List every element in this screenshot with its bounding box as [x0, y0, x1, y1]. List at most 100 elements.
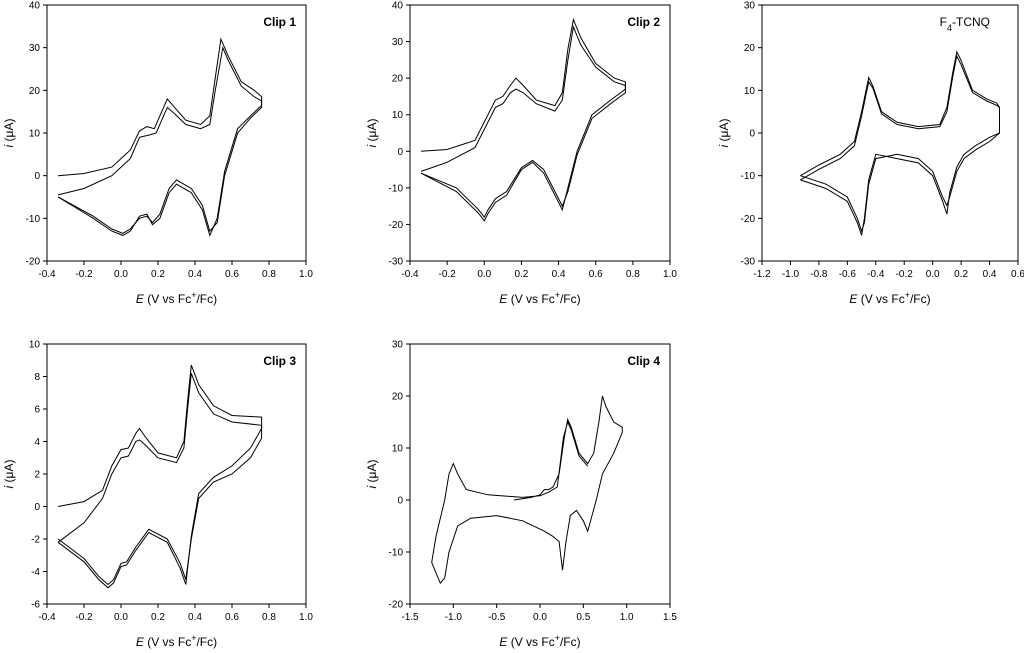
x-tick-label: 1.0 — [620, 612, 634, 623]
x-axis-title: E (V vs Fc+/Fc) — [849, 290, 930, 306]
x-axis-title: E (V vs Fc+/Fc) — [499, 290, 580, 306]
y-tick-label: 4 — [34, 437, 40, 448]
cv-curve-1 — [420, 17, 626, 222]
y-tick-label: 40 — [392, 1, 404, 12]
y-axis-title: i (μA) — [365, 119, 379, 148]
panel-clip2: -0.4 -0.2 0.0 0.2 0.4 0.6 0.8 1.0 -30 -20 -10 0 10 20… — [365, 1, 677, 307]
y-axis-title: i (μA) — [2, 460, 16, 489]
x-tick-label: -0.2 — [75, 269, 93, 280]
x-tick-label: -1.0 — [782, 269, 800, 280]
x-tick-label: 1.0 — [663, 269, 677, 280]
cv-curve-2 — [800, 54, 1000, 233]
x-tick-label: 0.4 — [188, 612, 202, 623]
x-tick-label: -0.8 — [810, 269, 828, 280]
x-tick-label: 0.6 — [225, 612, 239, 623]
x-tick-label: -0.2 — [439, 269, 457, 280]
cv-curve-1 — [57, 37, 263, 237]
y-tick-label: 6 — [34, 405, 40, 416]
plot-frame — [409, 4, 671, 262]
x-tick-label: 0.4 — [983, 269, 997, 280]
y-tick-label: -20 — [389, 220, 404, 231]
cv-curve-2 — [57, 45, 263, 234]
x-tick-label: -0.6 — [839, 269, 857, 280]
y-tick-label: 10 — [29, 340, 41, 351]
x-tick-label: 0.4 — [188, 269, 202, 280]
x-tick-label: -0.4 — [38, 269, 56, 280]
y-axis-title: i (μA) — [2, 119, 16, 148]
x-tick-label: 0.5 — [576, 612, 590, 623]
y-tick-label: -20 — [741, 214, 756, 225]
panel-title: Clip 3 — [263, 354, 296, 368]
y-tick-label: 10 — [392, 110, 404, 121]
y-tick-label: 10 — [392, 444, 404, 455]
y-tick-label: -10 — [26, 214, 41, 225]
y-tick-label: -10 — [389, 548, 404, 559]
y-tick-label: 30 — [29, 43, 41, 54]
y-tick-label: 0 — [34, 171, 40, 182]
x-tick-label: -1.0 — [445, 612, 463, 623]
panel-clip1: -0.4 -0.2 0.0 0.2 0.4 0.6 0.8 1.0 -20 -10 0 10 20 30 4… — [2, 1, 313, 307]
cv-curve-2 — [57, 373, 263, 589]
x-axis-title: E (V vs Fc+/Fc) — [136, 633, 217, 649]
plot-frame — [46, 4, 307, 262]
x-tick-label: 0.8 — [262, 612, 276, 623]
panel-title: F4-TCNQ — [940, 15, 990, 33]
x-tick-label: -0.2 — [75, 612, 93, 623]
x-tick-label: 0.0 — [477, 269, 491, 280]
y-tick-label: 30 — [392, 340, 404, 351]
plot-frame — [761, 4, 1019, 262]
y-tick-label: -10 — [741, 171, 756, 182]
x-tick-label: 0.2 — [514, 269, 528, 280]
y-tick-label: 0 — [397, 147, 403, 158]
panel-f4tcnq: -1.2 -1.0 -0.8 -0.6 -0.4 -0.2 0.0 0.2 0.4 0.6 -30 -… — [717, 1, 1024, 307]
panel-title: Clip 1 — [263, 15, 296, 29]
y-tick-label: 10 — [29, 129, 41, 140]
y-tick-label: 20 — [744, 43, 756, 54]
x-tick-label: 1.0 — [299, 269, 313, 280]
y-tick-label: -30 — [741, 257, 756, 268]
x-tick-label: 0.0 — [114, 612, 128, 623]
y-tick-label: 20 — [392, 74, 404, 85]
x-tick-label: 0.0 — [114, 269, 128, 280]
y-tick-label: -10 — [389, 183, 404, 194]
y-tick-label: -30 — [389, 257, 404, 268]
x-axis-title: E (V vs Fc+/Fc) — [136, 290, 217, 306]
y-tick-label: 20 — [392, 392, 404, 403]
y-tick-label: 30 — [744, 1, 756, 12]
y-tick-label: 30 — [392, 37, 404, 48]
y-tick-label: 0 — [397, 496, 403, 507]
plot-frame — [46, 343, 307, 605]
y-axis-title: i (μA) — [717, 119, 731, 148]
y-tick-label: -6 — [31, 600, 40, 611]
x-tick-label: 0.4 — [552, 269, 566, 280]
y-tick-label: -4 — [31, 567, 40, 578]
cv-curve-2 — [420, 25, 626, 219]
y-tick-label: 40 — [29, 1, 41, 12]
y-tick-label: -20 — [389, 600, 404, 611]
x-tick-label: -1.5 — [401, 612, 419, 623]
y-tick-label: -2 — [31, 535, 40, 546]
y-tick-label: 2 — [34, 470, 40, 481]
x-tick-label: -0.2 — [896, 269, 914, 280]
cv-curve-1 — [431, 395, 623, 585]
x-tick-label: 0.2 — [954, 269, 968, 280]
x-tick-label: 0.2 — [151, 269, 165, 280]
x-tick-label: -0.4 — [401, 269, 419, 280]
y-tick-label: 0 — [749, 129, 755, 140]
x-tick-label: 0.8 — [262, 269, 276, 280]
panel-title: Clip 2 — [627, 15, 660, 29]
y-axis-title: i (μA) — [365, 460, 379, 489]
cv-curve-1 — [800, 50, 1000, 236]
x-tick-label: 1.0 — [299, 612, 313, 623]
y-tick-label: 0 — [34, 502, 40, 513]
x-tick-label: -0.5 — [488, 612, 506, 623]
x-tick-label: 1.5 — [663, 612, 677, 623]
panel-title: Clip 4 — [627, 354, 660, 368]
x-tick-label: -0.4 — [867, 269, 885, 280]
panel-clip4: -1.5 -1.0 -0.5 0.0 0.5 1.0 1.5 -20 -10 0 10 20 30 E (… — [365, 340, 677, 650]
x-tick-label: 0.6 — [589, 269, 603, 280]
panel-clip3: -0.4 -0.2 0.0 0.2 0.4 0.6 0.8 1.0 -6 -4 -2 0 2 4 6 8 10 E… — [2, 340, 313, 650]
y-tick-label: 20 — [29, 86, 41, 97]
x-tick-label: -0.4 — [38, 612, 56, 623]
